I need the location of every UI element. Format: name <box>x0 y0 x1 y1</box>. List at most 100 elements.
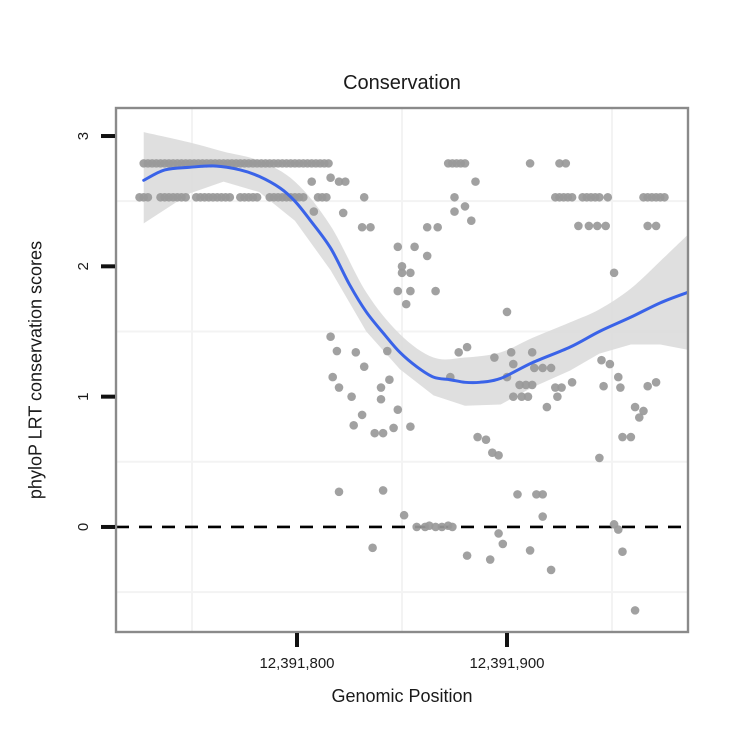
scatter-points <box>135 159 669 615</box>
data-point <box>603 192 613 202</box>
data-point <box>378 428 388 438</box>
x-tick-label: 12,391,900 <box>469 655 544 672</box>
data-point <box>485 555 495 564</box>
data-point <box>597 355 606 365</box>
data-point <box>351 348 361 357</box>
data-point <box>334 177 344 186</box>
data-point <box>561 159 571 168</box>
data-point <box>557 383 566 392</box>
data-point <box>471 177 480 186</box>
data-point <box>601 221 610 231</box>
data-point <box>574 221 583 231</box>
data-point <box>368 543 377 553</box>
data-point <box>347 392 356 401</box>
data-point <box>412 522 421 532</box>
data-point <box>481 435 491 444</box>
data-point <box>341 177 350 186</box>
data-point <box>538 512 547 521</box>
data-point <box>376 394 386 404</box>
data-point <box>431 522 440 532</box>
data-point <box>651 378 661 387</box>
data-point <box>517 392 526 401</box>
data-point <box>349 421 359 430</box>
data-point <box>326 173 335 183</box>
y-tick-label: 0 <box>75 523 92 531</box>
data-point <box>307 177 317 186</box>
data-point <box>542 402 552 412</box>
y-tick-label: 1 <box>75 392 92 400</box>
data-point <box>376 383 386 392</box>
data-point <box>613 525 623 534</box>
data-point <box>328 372 338 382</box>
data-point <box>334 487 344 497</box>
data-point <box>448 522 457 532</box>
data-point <box>616 383 625 392</box>
data-point <box>634 413 644 422</box>
data-point <box>515 380 524 390</box>
data-point <box>460 159 470 168</box>
panel-border <box>114 106 690 634</box>
data-point <box>502 307 512 317</box>
data-point <box>508 359 518 369</box>
data-point <box>527 380 537 390</box>
data-point <box>613 372 623 382</box>
data-point <box>538 363 547 373</box>
data-point <box>334 383 344 392</box>
data-point <box>338 208 348 218</box>
data-point <box>595 453 604 463</box>
data-point <box>462 551 472 560</box>
data-point <box>431 286 440 296</box>
data-point <box>609 268 619 278</box>
data-point <box>359 362 369 371</box>
data-point <box>660 192 669 202</box>
data-point <box>592 221 602 231</box>
data-point <box>397 262 407 271</box>
data-point <box>383 346 392 356</box>
data-point <box>357 410 367 420</box>
data-point <box>643 381 652 391</box>
data-point <box>595 192 604 202</box>
data-point <box>332 346 342 356</box>
x-tick-label: 12,391,800 <box>259 655 334 672</box>
data-point <box>525 546 535 555</box>
data-point <box>299 192 308 202</box>
data-point <box>359 192 369 202</box>
data-point <box>553 392 562 401</box>
data-point <box>433 222 442 232</box>
data-point <box>389 423 398 433</box>
data-point <box>324 159 333 168</box>
data-point <box>181 192 191 202</box>
data-point <box>143 192 153 202</box>
data-point <box>393 242 403 252</box>
data-point <box>630 606 640 615</box>
data-point <box>466 216 476 226</box>
data-point <box>399 510 409 520</box>
data-point <box>529 363 539 373</box>
y-tick-label: 2 <box>75 262 92 270</box>
data-point <box>538 490 547 499</box>
data-point <box>252 192 262 202</box>
data-point <box>567 192 577 202</box>
x-axis-ticks: 12,391,800 12,391,900 <box>259 633 545 672</box>
data-point <box>626 432 636 442</box>
x-axis-label: Genomic Position <box>331 686 473 706</box>
data-point <box>397 268 407 278</box>
data-point <box>567 378 577 387</box>
data-point <box>527 348 537 357</box>
data-point <box>401 299 411 309</box>
data-point <box>605 359 615 369</box>
data-point <box>370 428 380 438</box>
data-point <box>322 192 331 202</box>
data-point <box>508 392 518 401</box>
data-point <box>473 432 482 442</box>
data-point <box>513 490 522 499</box>
data-point <box>651 221 661 231</box>
data-point <box>584 221 594 231</box>
data-point <box>462 342 472 352</box>
data-point <box>357 222 367 232</box>
data-point <box>454 348 463 357</box>
data-point <box>490 353 499 362</box>
data-point <box>555 159 564 168</box>
data-point <box>521 380 531 390</box>
